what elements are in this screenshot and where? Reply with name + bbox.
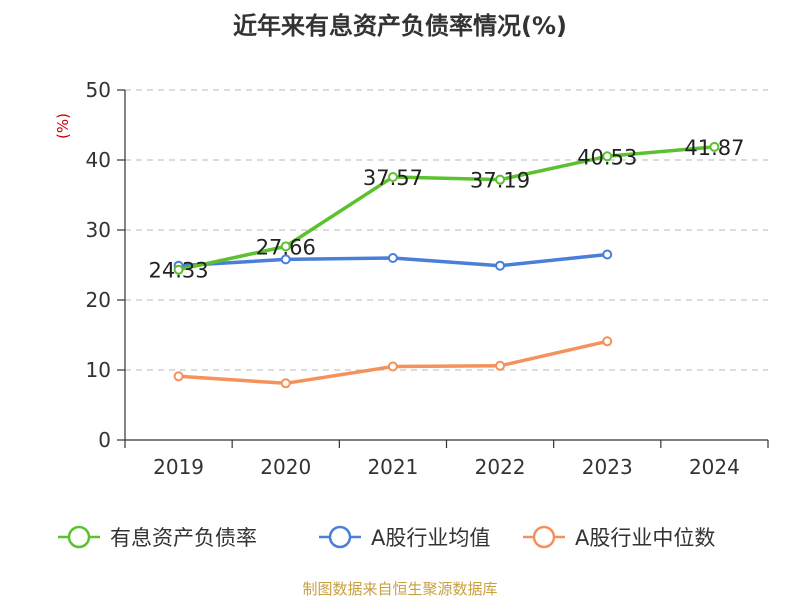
y-tick-label: 10 [86, 358, 111, 382]
data-label: 41.87 [684, 136, 744, 160]
x-tick-label: 2023 [582, 455, 633, 479]
legend-item: 有息资产负债率 [58, 525, 257, 550]
y-tick-label: 40 [86, 148, 111, 172]
data-label: 27.66 [256, 235, 316, 259]
series-lines [173, 141, 720, 389]
data-point [280, 241, 291, 252]
data-point [602, 151, 613, 162]
data-point [173, 371, 184, 382]
legend-marker [532, 525, 556, 549]
data-point [280, 254, 291, 265]
y-tick-label: 20 [86, 288, 111, 312]
legend-label: 有息资产负债率 [110, 526, 257, 550]
data-point [602, 336, 613, 347]
data-labels: 24.33 27.66 37.57 37.19 40.53 41.87 [149, 136, 745, 283]
data-point [387, 361, 398, 372]
series-line [178, 145, 715, 272]
legend-label: A股行业均值 [371, 526, 490, 550]
axes: 0 10 20 30 40 50 2019 2020 2021 2022 2023 2024 [86, 78, 769, 479]
data-point [495, 174, 506, 185]
y-tick-label: 0 [98, 428, 111, 452]
legend-item: A股行业中位数 [523, 525, 715, 550]
x-tick-label: 2022 [475, 455, 526, 479]
legend: 有息资产负债率 A股行业均值 A股行业中位数 [58, 525, 715, 550]
data-point [495, 260, 506, 271]
data-label: 37.19 [470, 169, 530, 193]
x-tick-label: 2019 [153, 455, 204, 479]
legend-marker [67, 525, 91, 549]
data-source-note: 制图数据来自恒生聚源数据库 [302, 580, 498, 598]
data-point [173, 264, 184, 275]
legend-label: A股行业中位数 [575, 526, 715, 550]
data-label: 37.57 [363, 166, 423, 190]
data-point [387, 253, 398, 263]
data-point [709, 141, 720, 152]
data-label: 40.53 [577, 145, 637, 169]
data-point [387, 172, 398, 183]
grid-lines [125, 89, 768, 371]
data-label: 24.33 [149, 259, 209, 283]
y-tick-label: 50 [86, 78, 111, 102]
y-axis-label: (%) [54, 113, 72, 139]
legend-marker [328, 525, 352, 549]
chart-title: 近年来有息资产负债率情况(%) [233, 12, 567, 40]
x-tick-label: 2021 [367, 455, 418, 479]
data-point [495, 360, 506, 371]
data-point [602, 249, 613, 260]
x-tick-label: 2024 [689, 455, 740, 479]
x-tick-label: 2020 [260, 455, 311, 479]
legend-item: A股行业均值 [319, 525, 490, 550]
y-tick-label: 30 [86, 218, 111, 242]
data-point [280, 378, 291, 389]
